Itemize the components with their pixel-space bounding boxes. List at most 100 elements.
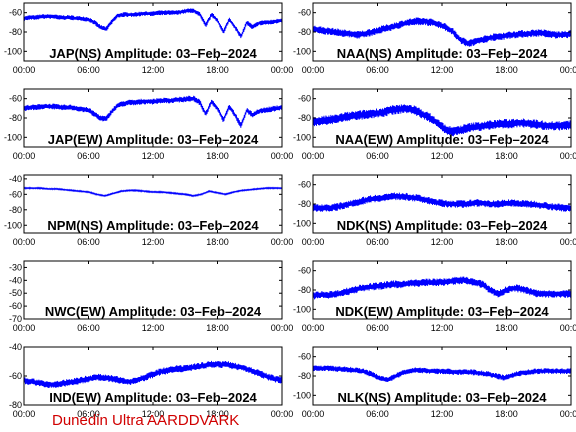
x-tick-label: 06:00 bbox=[77, 65, 100, 75]
x-tick-label: 00:00 bbox=[271, 151, 294, 161]
x-tick-label: 18:00 bbox=[495, 323, 518, 333]
y-tick-label: -60 bbox=[298, 266, 311, 276]
x-tick-label: 00:00 bbox=[560, 409, 576, 419]
x-tick-label: 12:00 bbox=[142, 323, 165, 333]
amplitude-trace bbox=[313, 365, 571, 383]
x-tick-label: 00:00 bbox=[13, 237, 36, 247]
y-tick-label: -80 bbox=[9, 113, 22, 123]
x-tick-label: 06:00 bbox=[366, 323, 389, 333]
panel-0: 00:00 06:00 12:00 18:00 00:00 -60 -80 -100 JAP(N… bbox=[4, 2, 294, 75]
x-tick-label: 06:00 bbox=[77, 237, 100, 247]
x-tick-label: 00:00 bbox=[13, 323, 36, 333]
panel-1: 00:00 06:00 12:00 18:00 00:00 -60 -80 -100 NAA(N… bbox=[293, 2, 576, 75]
x-tick-label: 06:00 bbox=[77, 151, 100, 161]
y-tick-label: -40 bbox=[9, 342, 22, 352]
y-tick-label: -100 bbox=[293, 46, 311, 56]
y-tick-label: -60 bbox=[9, 189, 22, 199]
y-tick-label: -80 bbox=[9, 205, 22, 215]
x-tick-label: 12:00 bbox=[431, 409, 454, 419]
y-tick-label: -100 bbox=[293, 304, 311, 314]
x-tick-label: 18:00 bbox=[206, 65, 229, 75]
y-tick-label: -80 bbox=[298, 285, 311, 295]
amplitude-trace bbox=[313, 17, 571, 47]
x-tick-label: 00:00 bbox=[560, 151, 576, 161]
panel-title: NWC(EW) Amplitude: 03–Feb–2024 bbox=[45, 304, 262, 319]
panel-2: 00:00 06:00 12:00 18:00 00:00 -60 -80 -100 JAP(E… bbox=[4, 88, 294, 161]
panel-title: JAP(EW) Amplitude: 03–Feb–2024 bbox=[48, 132, 259, 147]
x-tick-label: 00:00 bbox=[302, 151, 325, 161]
panel-3: 00:00 06:00 12:00 18:00 00:00 -60 -80 -100 NAA(E… bbox=[293, 88, 576, 161]
x-tick-label: 18:00 bbox=[495, 237, 518, 247]
y-tick-label: -80 bbox=[298, 113, 311, 123]
x-tick-label: 12:00 bbox=[142, 65, 165, 75]
y-tick-label: -60 bbox=[9, 371, 22, 381]
panel-title: JAP(NS) Amplitude: 03–Feb–2024 bbox=[49, 46, 257, 61]
amplitude-trace bbox=[313, 192, 571, 212]
y-tick-label: -100 bbox=[293, 390, 311, 400]
y-tick-label: -100 bbox=[293, 218, 311, 228]
y-tick-label: -40 bbox=[9, 174, 22, 184]
y-tick-label: -60 bbox=[9, 94, 22, 104]
x-tick-label: 00:00 bbox=[13, 151, 36, 161]
x-tick-label: 18:00 bbox=[206, 237, 229, 247]
x-tick-label: 18:00 bbox=[495, 409, 518, 419]
y-tick-label: -80 bbox=[9, 400, 22, 410]
x-tick-label: 00:00 bbox=[271, 65, 294, 75]
x-tick-label: 06:00 bbox=[366, 237, 389, 247]
y-tick-label: -100 bbox=[293, 132, 311, 142]
y-tick-label: -60 bbox=[9, 301, 22, 311]
x-tick-label: 06:00 bbox=[77, 409, 100, 419]
x-tick-label: 00:00 bbox=[560, 323, 576, 333]
amplitude-trace bbox=[313, 276, 571, 300]
x-tick-label: 12:00 bbox=[142, 237, 165, 247]
x-tick-label: 00:00 bbox=[302, 409, 325, 419]
panel-title: IND(EW) Amplitude: 03–Feb–2024 bbox=[49, 390, 257, 405]
y-tick-label: -50 bbox=[9, 288, 22, 298]
y-tick-label: -80 bbox=[298, 199, 311, 209]
x-tick-label: 12:00 bbox=[431, 65, 454, 75]
x-tick-label: 00:00 bbox=[560, 65, 576, 75]
panel-title: NDK(EW) Amplitude: 03–Feb–2024 bbox=[335, 304, 549, 319]
x-tick-label: 18:00 bbox=[206, 323, 229, 333]
x-tick-label: 18:00 bbox=[206, 409, 229, 419]
amplitude-trace bbox=[313, 104, 571, 137]
y-tick-label: -100 bbox=[4, 46, 22, 56]
amplitude-trace bbox=[24, 360, 282, 388]
y-tick-label: -60 bbox=[298, 352, 311, 362]
x-tick-label: 00:00 bbox=[271, 237, 294, 247]
credit-label: Dunedin Ultra AARDDVARK bbox=[52, 412, 239, 429]
x-tick-label: 12:00 bbox=[431, 151, 454, 161]
y-tick-label: -70 bbox=[9, 314, 22, 324]
x-tick-label: 18:00 bbox=[495, 151, 518, 161]
panel-6: 00:00 06:00 12:00 18:00 00:00 -30 -40 -50 -60 -70… bbox=[9, 260, 294, 333]
x-tick-label: 00:00 bbox=[302, 65, 325, 75]
x-tick-label: 06:00 bbox=[366, 409, 389, 419]
x-tick-label: 12:00 bbox=[431, 237, 454, 247]
y-tick-label: -80 bbox=[298, 27, 311, 37]
x-tick-label: 06:00 bbox=[77, 323, 100, 333]
panel-9: 00:00 06:00 12:00 18:00 00:00 -60 -80 -100 NLK(N… bbox=[293, 346, 576, 419]
panel-title: NAA(NS) Amplitude: 03–Feb–2024 bbox=[337, 46, 548, 61]
panel-title: NDK(NS) Amplitude: 03–Feb–2024 bbox=[337, 218, 548, 233]
x-tick-label: 06:00 bbox=[366, 151, 389, 161]
x-tick-label: 00:00 bbox=[271, 409, 294, 419]
panel-title: NLK(NS) Amplitude: 03–Feb–2024 bbox=[337, 390, 547, 405]
panel-title: NPM(NS) Amplitude: 03–Feb–2024 bbox=[47, 218, 259, 233]
x-tick-label: 18:00 bbox=[495, 65, 518, 75]
x-tick-label: 00:00 bbox=[271, 323, 294, 333]
y-tick-label: -100 bbox=[4, 132, 22, 142]
amplitude-trace bbox=[24, 95, 282, 128]
x-tick-label: 00:00 bbox=[13, 65, 36, 75]
panel-7: 00:00 06:00 12:00 18:00 00:00 -60 -80 -100 NDK(E… bbox=[293, 260, 576, 333]
y-tick-label: -80 bbox=[9, 27, 22, 37]
x-tick-label: 12:00 bbox=[431, 323, 454, 333]
y-tick-label: -60 bbox=[298, 8, 311, 18]
x-tick-label: 00:00 bbox=[302, 323, 325, 333]
y-tick-label: -60 bbox=[298, 180, 311, 190]
x-tick-label: 00:00 bbox=[560, 237, 576, 247]
x-tick-label: 12:00 bbox=[142, 409, 165, 419]
x-tick-label: 06:00 bbox=[366, 65, 389, 75]
panel-4: 00:00 06:00 12:00 18:00 00:00 -40 -60 -80 -100 NP… bbox=[4, 174, 293, 247]
